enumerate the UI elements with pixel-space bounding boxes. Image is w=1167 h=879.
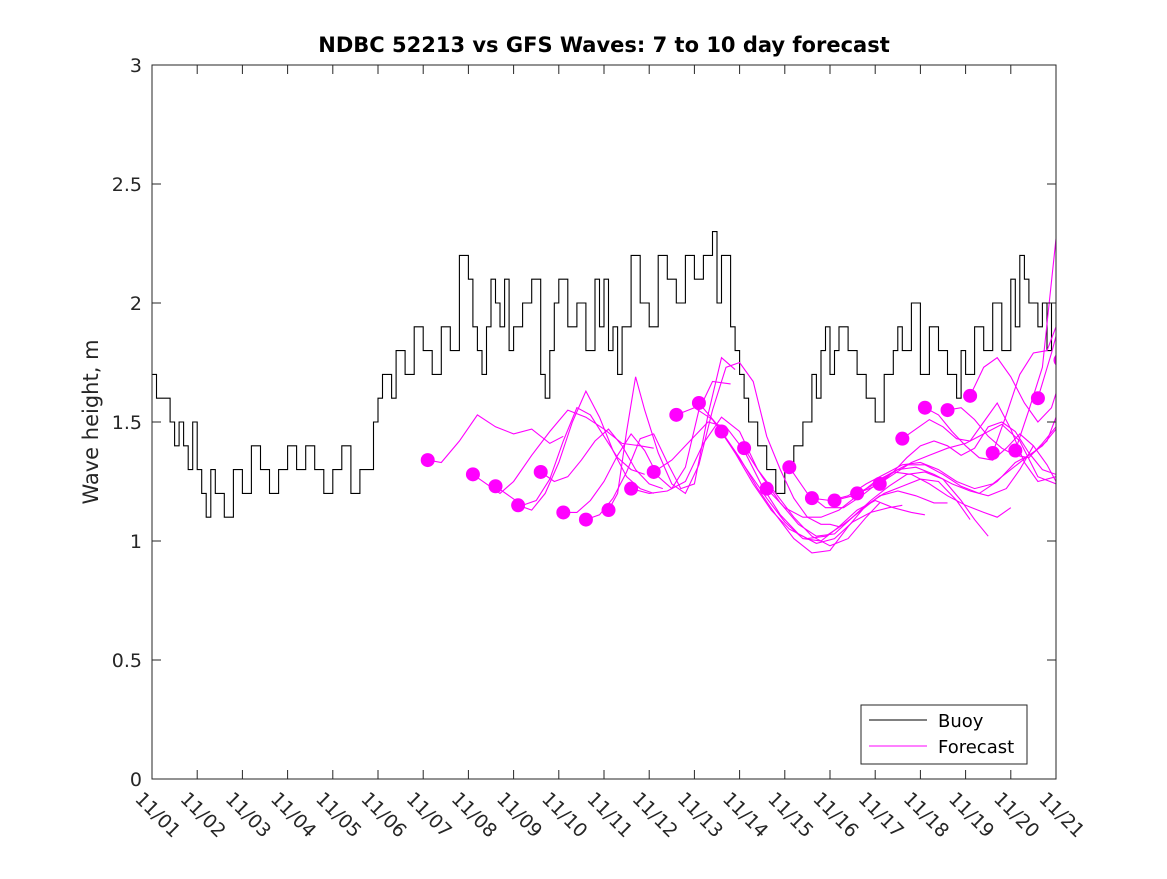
- y-tick-label: 0: [130, 769, 142, 791]
- forecast-line: [879, 421, 1056, 485]
- forecast-start-marker: [556, 505, 571, 520]
- forecast-line: [969, 356, 1056, 423]
- chart-title: NDBC 52213 vs GFS Waves: 7 to 10 day for…: [318, 33, 889, 57]
- forecast-start-marker: [511, 498, 526, 513]
- forecast-start-marker: [578, 512, 593, 527]
- legend-forecast-label: Forecast: [938, 737, 1014, 758]
- forecast-start-marker: [624, 481, 639, 496]
- forecast-start-marker: [1030, 391, 1045, 406]
- forecast-line: [653, 421, 903, 544]
- y-tick-label: 0.5: [112, 650, 142, 672]
- buoy-line: [152, 231, 1056, 518]
- y-tick-label: 1.5: [112, 412, 142, 434]
- y-tick-label: 1: [130, 531, 142, 553]
- forecast-start-marker: [1053, 354, 1056, 366]
- forecast-line: [1037, 336, 1056, 399]
- forecast-line: [992, 326, 1056, 454]
- forecast-start-marker: [1008, 443, 1023, 458]
- forecast-start-marker: [963, 388, 978, 403]
- forecast-line: [947, 407, 1056, 459]
- legend-buoy-label: Buoy: [938, 711, 984, 732]
- y-tick-label: 2: [130, 293, 142, 315]
- forecast-start-marker: [940, 403, 955, 418]
- forecast-line: [721, 431, 971, 554]
- plot-area: [152, 65, 1056, 779]
- forecast-start-marker: [895, 431, 910, 446]
- buoy-series: [152, 231, 1056, 518]
- forecast-line: [856, 423, 1056, 494]
- forecast-start-marker: [985, 445, 1000, 460]
- y-axis-label: Wave height, m: [79, 339, 103, 504]
- forecast-start-marker: [782, 460, 797, 475]
- forecast-line: [540, 428, 663, 490]
- forecast-series-group: [420, 238, 1056, 554]
- forecast-start-marker: [850, 486, 865, 501]
- forecast-start-marker: [420, 453, 435, 468]
- forecast-start-marker: [669, 407, 684, 422]
- y-tick-label: 2.5: [112, 174, 142, 196]
- legend: Buoy Forecast: [860, 704, 1028, 765]
- forecast-start-marker: [804, 491, 819, 506]
- forecast-line: [517, 389, 654, 511]
- forecast-start-marker: [714, 424, 729, 439]
- forecast-start-marker: [737, 441, 752, 456]
- forecast-line: [924, 407, 1056, 482]
- forecast-line: [743, 447, 989, 537]
- forecast-start-marker: [465, 467, 480, 482]
- forecast-start-marker: [533, 464, 548, 479]
- y-tick-label: 3: [130, 55, 142, 77]
- forecast-line: [788, 445, 1034, 509]
- forecast-start-marker: [646, 464, 661, 479]
- forecast-start-marker: [827, 493, 842, 508]
- forecast-start-marker: [488, 479, 503, 494]
- forecast-start-marker: [917, 400, 932, 415]
- forecast-line: [698, 402, 948, 540]
- legend-box: [860, 704, 1028, 765]
- forecast-start-marker: [601, 503, 616, 518]
- forecast-start-marker: [691, 395, 706, 410]
- forecast-line: [585, 356, 736, 521]
- forecast-start-marker: [872, 476, 887, 491]
- forecast-line: [608, 361, 840, 528]
- forecast-line: [901, 401, 1056, 483]
- forecast-start-marker: [759, 481, 774, 496]
